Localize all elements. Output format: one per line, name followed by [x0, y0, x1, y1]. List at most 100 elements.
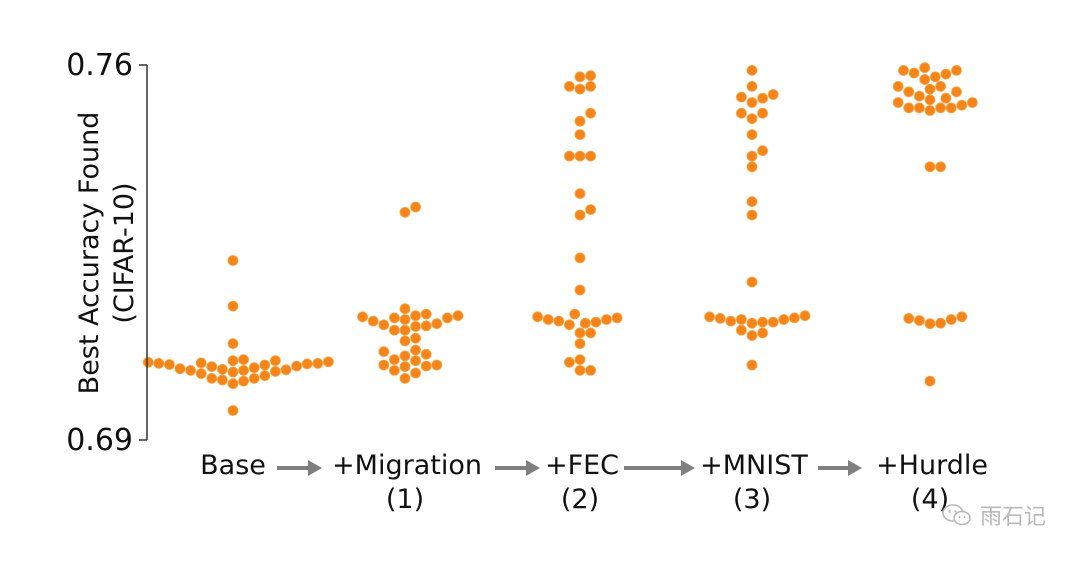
data-point [736, 314, 747, 325]
data-point [585, 150, 596, 162]
data-point [945, 102, 957, 114]
data-point [924, 161, 936, 173]
data-point [746, 330, 758, 341]
arrow-2 [495, 460, 540, 476]
data-point [388, 312, 400, 324]
category-label-base: Base [200, 450, 266, 481]
data-point [956, 311, 968, 323]
data-point [789, 312, 800, 324]
data-point [574, 252, 586, 264]
data-point [574, 150, 586, 162]
data-point [399, 314, 411, 325]
data-point [259, 359, 271, 371]
data-point [227, 355, 239, 367]
data-point [746, 150, 758, 162]
data-point [892, 81, 904, 92]
data-point [378, 359, 390, 371]
data-point [924, 94, 936, 106]
data-point [736, 324, 747, 336]
data-point [704, 311, 715, 323]
data-point [924, 83, 936, 95]
data-point [746, 129, 758, 141]
data-point [553, 315, 565, 327]
data-point [736, 91, 747, 103]
data-point [935, 81, 946, 92]
data-point [757, 92, 768, 104]
data-point [195, 357, 207, 369]
data-point [378, 319, 390, 331]
data-point [574, 129, 586, 141]
data-point [269, 355, 281, 367]
data-point [206, 372, 218, 384]
y-axis-label-line-1: Best Accuracy Found [74, 112, 105, 395]
data-point [291, 360, 303, 372]
data-point [574, 115, 586, 127]
data-point [410, 367, 422, 379]
data-point [399, 206, 411, 218]
data-point [951, 65, 962, 76]
category-label-fec: +FEC [545, 450, 619, 481]
data-point [248, 372, 260, 384]
data-point [585, 364, 596, 376]
data-point [195, 368, 207, 380]
data-point [746, 276, 758, 288]
data-point [410, 355, 422, 367]
data-point [585, 81, 596, 92]
data-point [564, 356, 575, 368]
y-axis-label-line-2: (CIFAR-10) [109, 182, 140, 323]
data-point [736, 107, 747, 119]
category-label-migration: +Migration [332, 450, 482, 481]
watermark: 雨石记 [942, 499, 1046, 531]
data-point [757, 316, 768, 328]
step-label-4: (4) [911, 484, 949, 515]
data-point [574, 327, 586, 339]
data-point [585, 327, 596, 339]
data-point [725, 315, 737, 327]
data-point [757, 145, 768, 157]
data-point [532, 311, 543, 323]
data-point [746, 97, 758, 108]
data-point [452, 310, 464, 322]
data-point [956, 99, 968, 111]
data-point [585, 107, 596, 119]
data-point [163, 359, 175, 370]
data-point [216, 363, 228, 375]
data-point [185, 364, 197, 376]
step-label-2: (2) [561, 484, 599, 515]
data-point [746, 196, 758, 208]
data-point [301, 358, 313, 370]
data-point [714, 312, 726, 324]
wechat-icon [942, 503, 972, 527]
data-point [935, 161, 946, 173]
data-point [903, 86, 915, 98]
data-point [399, 335, 411, 347]
data-point [238, 364, 250, 376]
data-point [778, 314, 790, 325]
data-point [924, 105, 936, 116]
data-point [410, 201, 422, 213]
arrow-4 [818, 460, 862, 476]
arrow-3 [624, 460, 695, 476]
data-point [746, 113, 758, 124]
data-point [574, 71, 586, 83]
data-point [420, 348, 432, 360]
data-point [174, 363, 186, 375]
y-tick-label-bottom: 0.69 [66, 423, 133, 458]
data-point [929, 71, 941, 83]
data-point [611, 312, 623, 324]
data-point [153, 357, 165, 369]
data-point [227, 300, 239, 312]
data-point [280, 364, 292, 376]
data-point [399, 361, 411, 373]
data-point [799, 310, 811, 322]
data-point [908, 67, 920, 79]
data-point [410, 344, 422, 356]
data-point [410, 320, 422, 332]
category-label-mnist: +MNIST [700, 450, 808, 481]
data-point [590, 316, 602, 328]
category-label-hurdle: +Hurdle [876, 450, 988, 481]
y-axis: 0.76 0.69 Best Accuracy Found (CIFAR-10) [66, 48, 148, 458]
data-point [312, 357, 324, 369]
data-point [542, 314, 554, 325]
data-point [399, 350, 411, 362]
